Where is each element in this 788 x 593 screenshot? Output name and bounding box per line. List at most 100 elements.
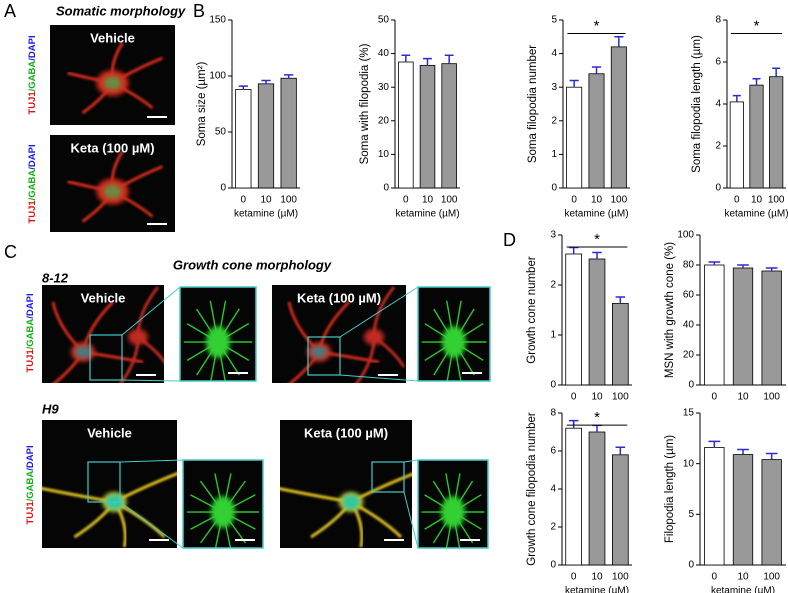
- error-bar: [444, 54, 454, 64]
- error-bar: [423, 57, 432, 66]
- zoom-line: [403, 459, 419, 463]
- stain-part: /GABA: [27, 170, 38, 201]
- bar: [441, 63, 457, 189]
- error-bar: [592, 424, 602, 432]
- y-tick-label: 4: [715, 99, 721, 110]
- zoom-frame: [182, 459, 264, 549]
- micrograph: [180, 287, 256, 381]
- image-content: [67, 42, 164, 115]
- error-bar: [568, 419, 579, 429]
- y-tick-label: 40: [683, 320, 695, 331]
- y-axis-label: Filopodia length (µm): [664, 435, 676, 543]
- chart: 0 1 2 3 Growth cone number 0 10 100 *: [526, 230, 632, 403]
- x-tick-label: 100: [612, 392, 629, 403]
- zoom-line: [119, 501, 184, 549]
- error-bar: [591, 66, 602, 74]
- x-tick-label: 0: [571, 392, 577, 403]
- x-tick-label: 10: [422, 195, 434, 206]
- micrograph: Keta (100 µM): [50, 135, 175, 232]
- nucleus: [311, 346, 327, 358]
- x-tick-label: 100: [441, 195, 458, 206]
- bar: [769, 76, 784, 189]
- micrograph: Keta (100 µM): [280, 420, 412, 548]
- stain-part: /DAPI: [27, 144, 38, 169]
- x-tick-label: 10: [591, 195, 603, 206]
- significance-label: *: [594, 231, 600, 248]
- y-tick-label: 2: [551, 115, 557, 126]
- micrograph: Keta (100 µM): [272, 285, 406, 383]
- y-tick-label: 100: [209, 71, 226, 82]
- x-tick-label: 10: [591, 392, 603, 403]
- y-tick-label: 0: [715, 183, 721, 194]
- chart: 0 1 2 3 4 5 Soma filopodia number ketamine (µM)…: [527, 15, 630, 220]
- zoom-box: [87, 461, 121, 503]
- image-label: Vehicle: [81, 290, 126, 305]
- image-content: [287, 286, 406, 383]
- x-tick-label: 0: [403, 195, 409, 206]
- stain-part: TUJ1: [27, 91, 38, 115]
- x-tick-label: 100: [612, 572, 629, 583]
- bar: [257, 83, 275, 189]
- micrograph: Vehicle: [50, 25, 175, 125]
- image-label: Keta (100 µM): [304, 425, 388, 440]
- stain-label: TUJ1/GABA/DAPI: [27, 144, 38, 223]
- chart: 0 5 10 15 Filopodia length (µm) ketamine (µM)…: [664, 408, 786, 593]
- y-tick-label: 0: [550, 560, 556, 571]
- panel-label: A: [4, 1, 16, 21]
- stain-label: TUJ1/GABA/DAPI: [25, 445, 36, 524]
- y-tick-label: 80: [683, 260, 695, 271]
- y-tick-label: 4: [550, 484, 556, 495]
- cone: [441, 496, 465, 528]
- image-content: [421, 473, 485, 548]
- error-bar: [615, 446, 626, 455]
- error-bar: [284, 74, 294, 79]
- error-bar: [732, 94, 741, 102]
- bar: [566, 86, 583, 189]
- nucleus: [103, 184, 122, 199]
- y-tick-label: 20: [378, 115, 390, 126]
- panel-heading: Growth cone morphology: [173, 257, 332, 272]
- cone: [206, 326, 230, 358]
- y-tick-label: 2: [550, 280, 556, 291]
- y-tick-label: 3: [551, 82, 557, 93]
- y-tick-label: 60: [683, 290, 695, 301]
- bar: [588, 258, 606, 386]
- bar: [732, 454, 754, 566]
- error-bar: [568, 246, 579, 254]
- zoom-line: [403, 491, 419, 549]
- y-tick-label: 1: [550, 330, 556, 341]
- error-bar: [238, 85, 248, 90]
- zoom-line: [121, 379, 181, 382]
- error-bar: [737, 264, 749, 268]
- x-tick-label: 0: [734, 195, 740, 206]
- bar: [612, 454, 629, 566]
- image-content: [67, 150, 164, 223]
- zoom-line: [339, 286, 419, 338]
- micrograph: [183, 460, 263, 548]
- panel-heading: Somatic morphology: [56, 3, 186, 18]
- nucleus: [342, 494, 360, 510]
- stain-part: /DAPI: [25, 445, 36, 470]
- x-axis-label: ketamine (µM): [711, 586, 775, 593]
- y-tick-label: 0: [551, 183, 557, 194]
- y-axis-label: Soma filopodia number: [527, 45, 539, 163]
- chart: 0 10 20 30 40 50 Soma with filopodia (%) ketami…: [359, 15, 460, 220]
- image-content: [186, 473, 259, 548]
- cone: [442, 326, 466, 358]
- stain-part: /GABA: [25, 319, 36, 350]
- bar: [588, 431, 606, 566]
- image-label: Vehicle: [87, 425, 132, 440]
- y-tick-label: 2: [550, 522, 556, 533]
- image-content: [183, 300, 253, 381]
- error-bar: [772, 67, 781, 77]
- zoom-frame: [417, 459, 489, 549]
- y-tick-label: 1: [551, 149, 557, 160]
- micrograph: [418, 287, 490, 381]
- y-tick-label: 4: [551, 48, 557, 59]
- zoom-box: [89, 334, 123, 381]
- y-axis-label: MSN with growth cone (%): [664, 242, 676, 378]
- zoom-line: [119, 459, 184, 463]
- image-content: [421, 300, 487, 381]
- error-bar: [765, 452, 778, 460]
